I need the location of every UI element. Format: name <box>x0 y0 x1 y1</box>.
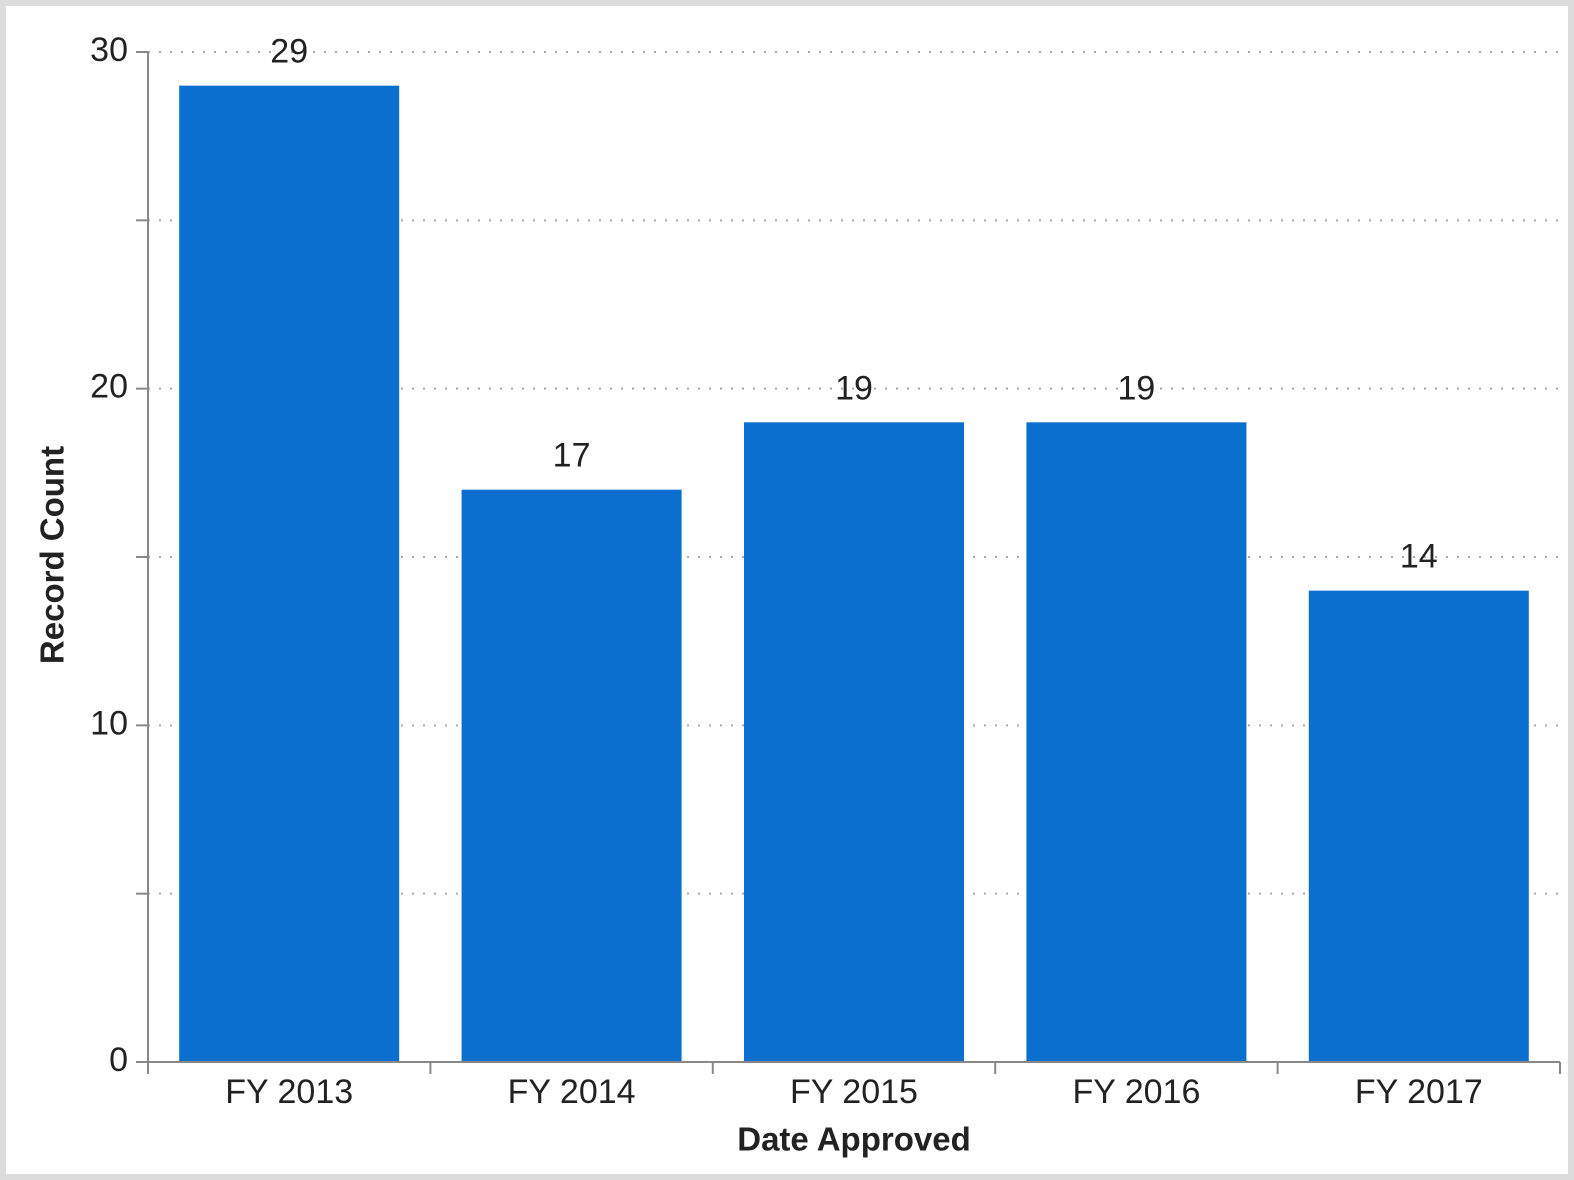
value-label: 29 <box>270 33 308 71</box>
bar <box>744 422 964 1062</box>
bar <box>1026 422 1247 1062</box>
y-axis-title: Record Count <box>34 446 71 664</box>
x-tick-label: FY 2016 <box>1072 1073 1200 1111</box>
bar <box>461 489 682 1063</box>
bar <box>179 85 400 1062</box>
value-label: 14 <box>1400 538 1438 576</box>
y-tick-label: 30 <box>90 31 128 69</box>
y-tick-label: 20 <box>90 368 128 406</box>
x-tick-label: FY 2017 <box>1355 1073 1483 1111</box>
y-tick-label: 10 <box>90 704 128 742</box>
x-tick-label: FY 2014 <box>508 1073 636 1111</box>
value-label: 19 <box>1117 369 1155 407</box>
x-axis-title: Date Approved <box>737 1121 970 1158</box>
y-tick-label: 0 <box>109 1041 128 1079</box>
bar <box>1308 590 1529 1062</box>
x-tick-label: FY 2015 <box>790 1073 918 1111</box>
x-tick-label: FY 2013 <box>225 1073 353 1111</box>
value-label: 17 <box>553 437 591 475</box>
value-label: 19 <box>835 369 873 407</box>
